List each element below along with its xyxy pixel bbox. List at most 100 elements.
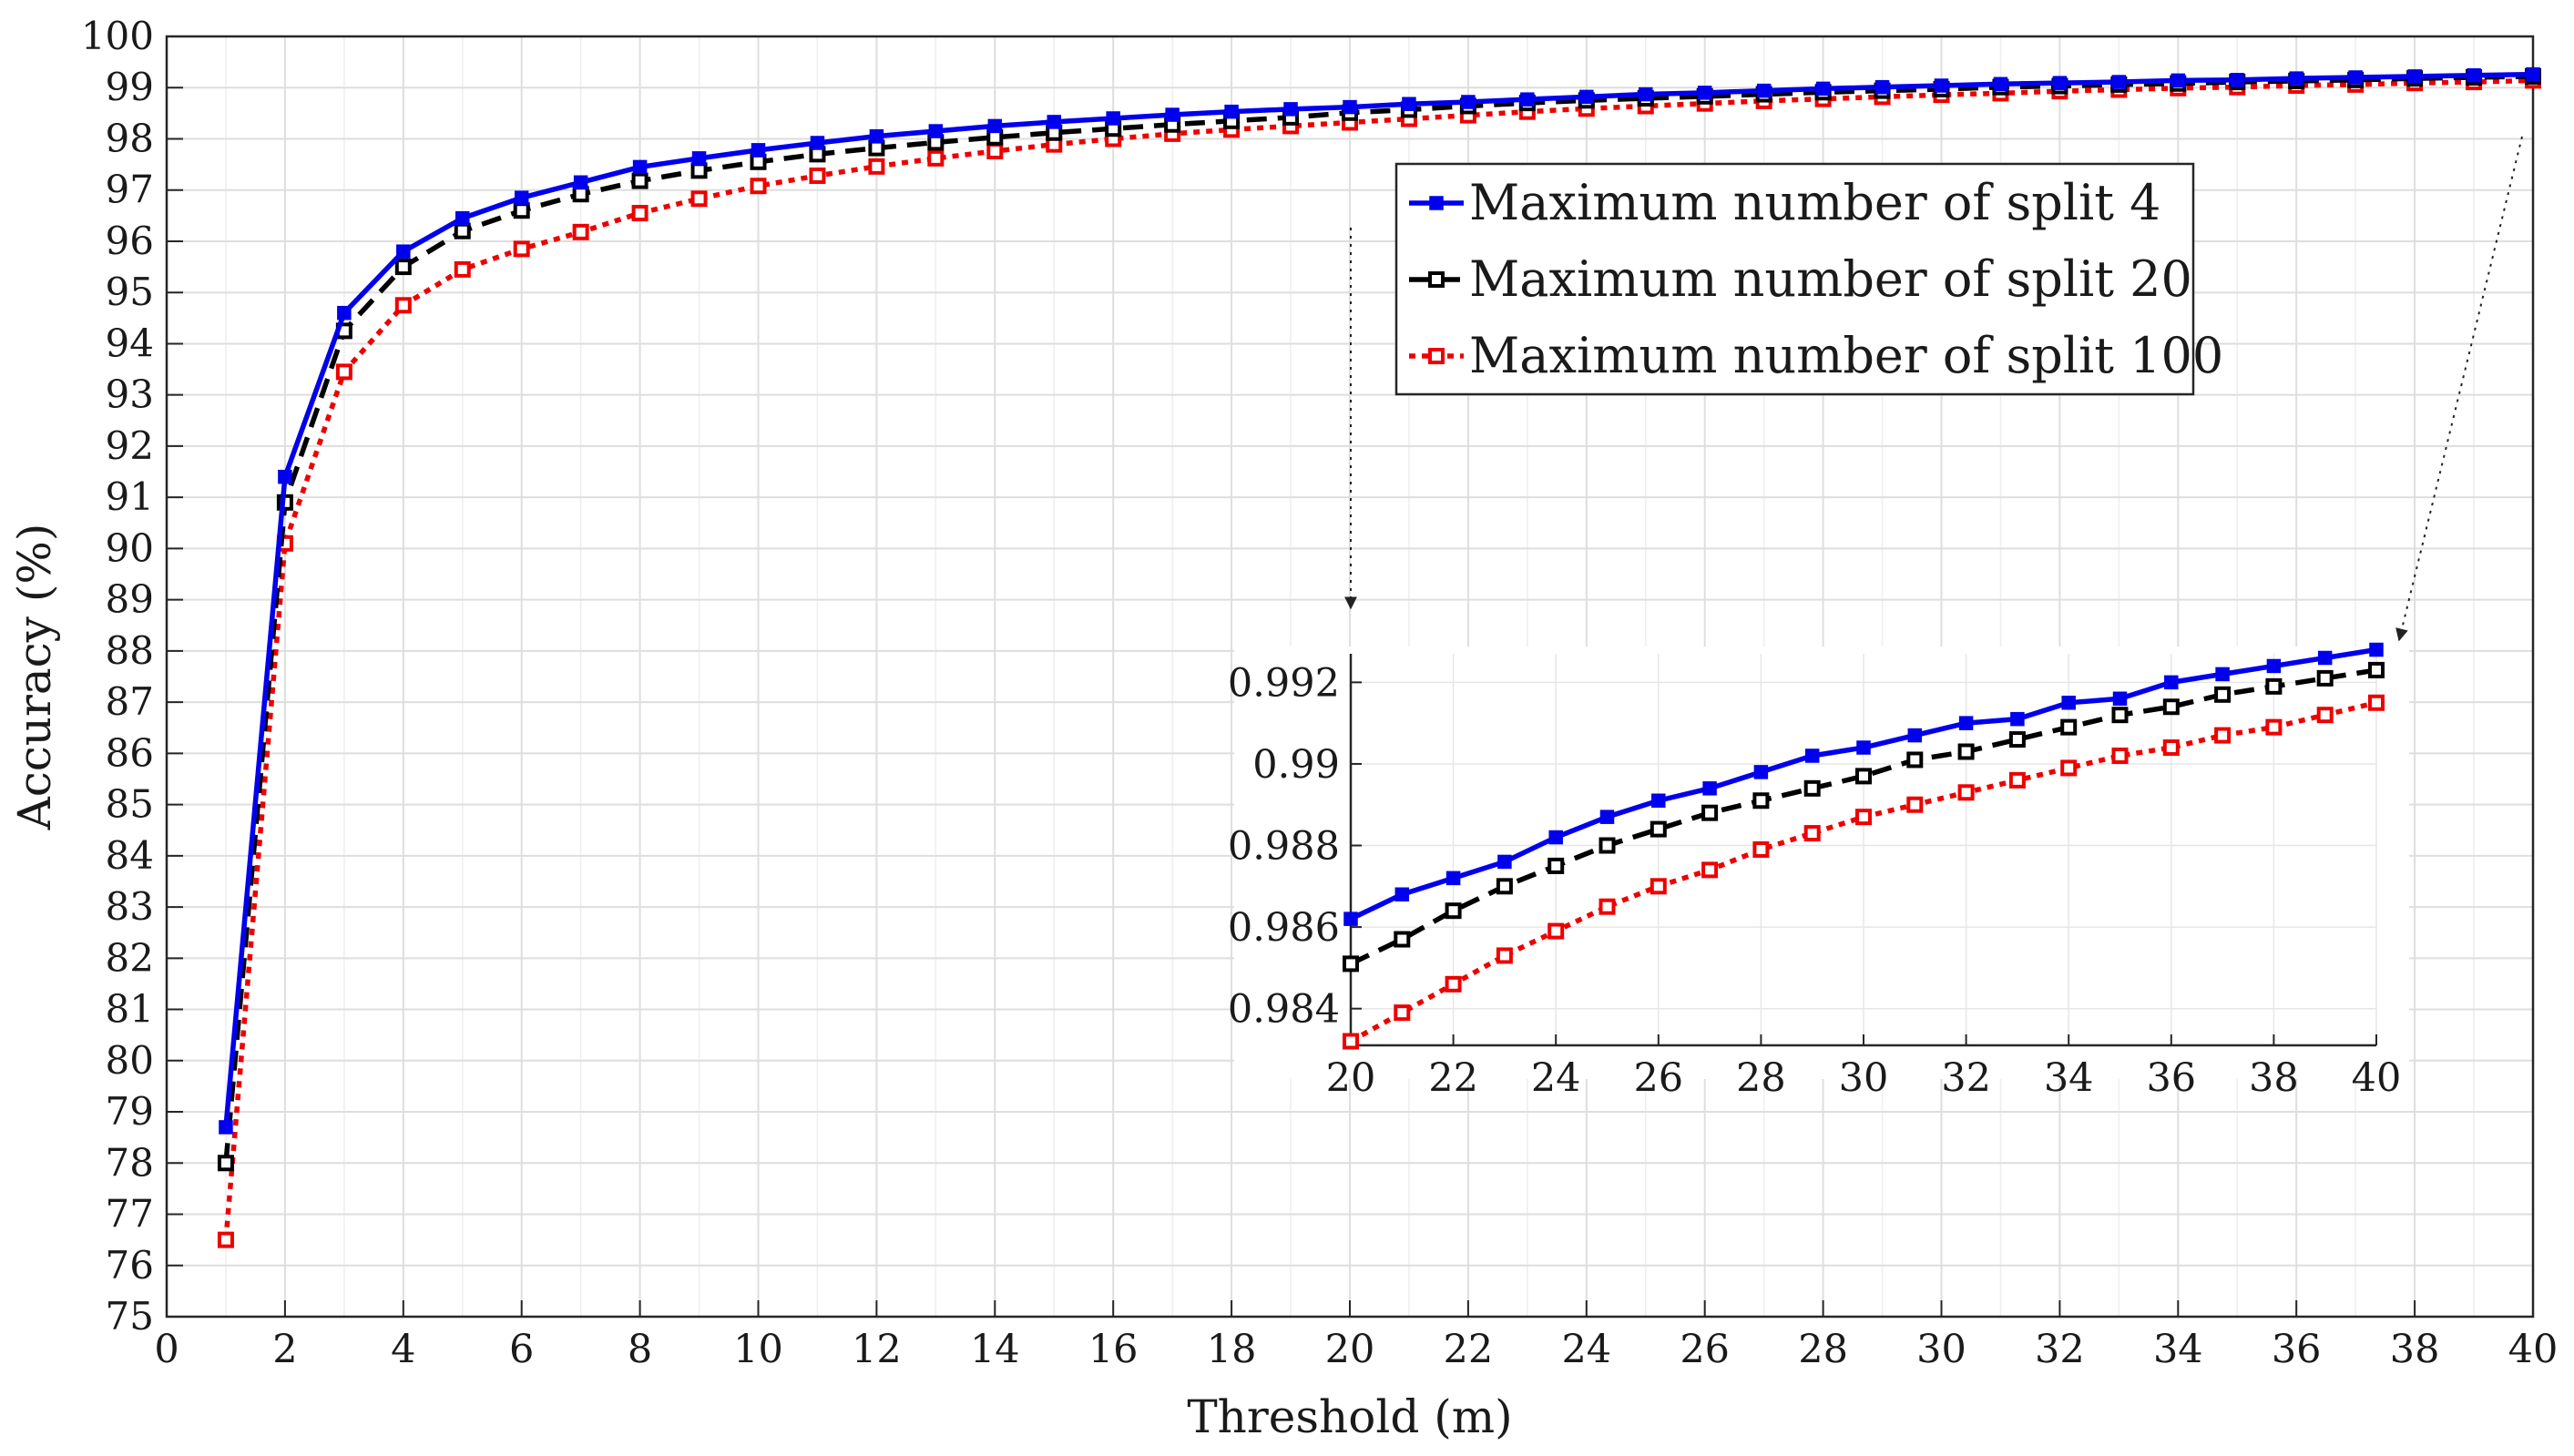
inset-y-tick-label: 0.992 (1228, 660, 1340, 706)
data-point-marker (868, 139, 885, 157)
data-point-marker (572, 186, 589, 203)
data-point-marker (1402, 97, 1416, 111)
inset-data-point-marker (1701, 804, 1719, 821)
data-point-marker (927, 149, 945, 167)
inset-data-point-marker (1803, 779, 1821, 797)
data-point-marker (572, 223, 589, 240)
inset-data-point-marker (2368, 694, 2385, 711)
y-ticks: 75 76 77 78 79 80 81 82 83 84 85 86 87 88 89 90 91 92 93 94… (81, 14, 183, 1339)
x-tick-label: 16 (1088, 1327, 1139, 1372)
data-point-marker (631, 172, 649, 189)
x-tick-label: 20 (1325, 1327, 1375, 1372)
inset-data-point-marker (2265, 718, 2283, 736)
inset-data-point-marker (2061, 696, 2076, 710)
y-tick-label: 98 (106, 116, 154, 160)
legend-label: Maximum number of split 100 (1469, 327, 2223, 384)
y-tick-label: 88 (106, 628, 154, 673)
legend-entry-maximum-number-of-split-4: Maximum number of split 4 (1409, 174, 2161, 231)
data-point-marker (514, 190, 529, 205)
x-tick-label: 0 (154, 1327, 179, 1372)
x-tick-label: 14 (970, 1327, 1020, 1372)
inset-data-point-marker (1958, 716, 1974, 730)
inset-data-point-marker (2368, 661, 2385, 678)
inset-x-ticks: 20 22 24 26 28 30 32 34 36 38 40 (1326, 1034, 2402, 1101)
series-line (223, 71, 2534, 1128)
x-tick-label: 40 (2508, 1327, 2559, 1372)
inset-data-point-marker (1804, 748, 1820, 763)
series-line (223, 74, 2534, 1164)
inset-data-point-marker (1907, 728, 1923, 743)
data-point-marker (1283, 102, 1298, 117)
inset-data-point-marker (1343, 955, 1359, 972)
legend-entry-maximum-number-of-split-20: Maximum number of split 20 (1409, 250, 2192, 308)
inset-data-point-marker (1752, 792, 1770, 809)
data-point-marker (1756, 83, 1772, 98)
inset-data-point-marker (2162, 739, 2180, 757)
inset-data-point-marker (1343, 911, 1358, 926)
data-point-marker (454, 260, 471, 278)
data-point-marker (2171, 73, 2186, 88)
data-point-marker (750, 178, 767, 195)
inset-x-tick-label: 32 (1941, 1055, 1991, 1101)
x-tick-label: 18 (1207, 1327, 1257, 1372)
data-point-marker (219, 1120, 233, 1135)
inset-data-point-marker (1651, 793, 1666, 808)
data-point-marker (2289, 71, 2303, 86)
inset-data-point-marker (2265, 677, 2283, 695)
x-tick-label: 36 (2272, 1327, 2322, 1372)
data-point-marker (928, 124, 944, 138)
data-point-marker (987, 118, 1003, 134)
inset-x-tick-label: 38 (2249, 1055, 2299, 1101)
data-point-marker (1106, 111, 1120, 126)
data-point-marker (2526, 66, 2540, 82)
inset-x-tick-label: 20 (1326, 1055, 1376, 1101)
x-tick-label: 38 (2390, 1327, 2440, 1372)
inset-x-tick-label: 30 (1839, 1055, 1889, 1101)
inset-x-tick-label: 28 (1736, 1055, 1786, 1101)
inset-series-maximum-number-of-split-20 (1343, 661, 2385, 972)
x-tick-label: 6 (509, 1327, 534, 1372)
inset-data-point-marker (1496, 878, 1513, 895)
inset-data-point-marker (2317, 650, 2333, 666)
data-point-marker (869, 128, 884, 144)
inset-series-maximum-number-of-split-4 (1343, 642, 2384, 926)
data-point-marker (1520, 92, 1535, 107)
y-tick-label: 97 (106, 168, 154, 212)
inset-data-point-marker (2008, 731, 2026, 748)
legend-label: Maximum number of split 20 (1469, 250, 2192, 308)
inset-data-point-marker (1701, 861, 1719, 879)
y-tick-label: 92 (106, 423, 154, 468)
x-tick-label: 32 (2035, 1327, 2085, 1372)
inset-data-point-marker (1753, 765, 1769, 779)
inset-data-point-marker (1496, 947, 1513, 964)
y-tick-label: 85 (106, 782, 154, 827)
data-point-marker (454, 222, 471, 239)
inset-data-point-marker (1445, 975, 1462, 993)
y-tick-label: 81 (106, 987, 154, 1032)
inset-data-point-marker (1957, 743, 1975, 760)
legend-marker-sample (1428, 348, 1445, 364)
x-tick-label: 26 (1680, 1327, 1730, 1372)
y-tick-label: 99 (106, 65, 154, 109)
inset-data-point-marker (2316, 707, 2334, 724)
data-point-marker (868, 158, 885, 175)
data-point-marker (394, 259, 412, 276)
series-layer (217, 66, 2541, 1248)
inset-data-point-marker (2266, 658, 2282, 674)
inset-data-point-marker (1957, 784, 1975, 801)
inset-data-point-marker (2060, 718, 2078, 736)
y-axis-label: Accuracy (%) (8, 524, 61, 831)
data-point-marker (690, 190, 708, 208)
data-point-marker (986, 142, 1004, 159)
inset-data-point-marker (1497, 854, 1512, 870)
inset-x-tick-label: 22 (1428, 1055, 1478, 1101)
x-tick-label: 12 (852, 1327, 902, 1372)
inset-data-point-marker (2162, 698, 2180, 716)
data-point-marker (2052, 76, 2068, 90)
y-tick-label: 77 (106, 1192, 154, 1237)
inset-data-point-marker (1650, 878, 1667, 895)
inset-x-tick-label: 40 (2352, 1055, 2402, 1101)
inset-data-point-marker (1599, 837, 1616, 854)
y-tick-label: 79 (106, 1089, 154, 1134)
